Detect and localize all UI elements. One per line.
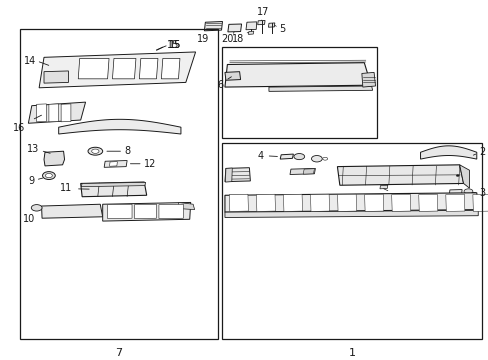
Text: 6: 6 [217,80,224,90]
Polygon shape [41,204,102,218]
Ellipse shape [88,147,102,155]
Polygon shape [445,194,464,211]
Polygon shape [472,194,488,211]
Text: 19: 19 [196,34,209,44]
Polygon shape [257,21,264,25]
Text: 5: 5 [278,24,285,34]
Ellipse shape [322,157,327,160]
Text: 11: 11 [60,183,72,193]
Text: 17: 17 [256,7,269,17]
Ellipse shape [293,153,304,159]
Polygon shape [37,104,46,122]
Polygon shape [112,58,136,79]
Polygon shape [227,24,241,32]
Text: 14: 14 [24,56,37,66]
Polygon shape [310,194,329,211]
Text: 12: 12 [144,159,156,169]
Polygon shape [224,193,477,212]
Text: 15: 15 [168,40,181,50]
Ellipse shape [463,189,472,194]
Text: 16: 16 [13,123,25,133]
Text: 18: 18 [231,35,244,44]
Polygon shape [44,71,68,83]
Polygon shape [420,146,476,159]
Polygon shape [102,202,190,221]
Polygon shape [109,162,117,166]
Polygon shape [224,63,368,87]
Text: 20: 20 [221,34,233,44]
Text: 9: 9 [28,176,34,186]
Text: 4: 4 [257,150,264,161]
Polygon shape [134,204,156,219]
Text: 8: 8 [124,146,131,156]
Polygon shape [159,204,183,219]
Text: 15: 15 [167,40,179,50]
Polygon shape [139,58,158,79]
Text: 2: 2 [478,147,485,157]
Ellipse shape [42,172,55,180]
Polygon shape [104,161,127,167]
Polygon shape [364,194,383,211]
Text: 1: 1 [348,347,355,357]
Polygon shape [59,119,181,134]
Polygon shape [28,102,85,123]
Polygon shape [44,151,64,166]
Polygon shape [39,52,195,88]
Polygon shape [229,194,248,211]
Polygon shape [225,168,232,182]
Polygon shape [78,58,109,79]
Polygon shape [107,204,132,219]
Polygon shape [448,190,461,194]
Text: 3: 3 [478,188,485,198]
Polygon shape [459,165,468,188]
Polygon shape [245,22,256,30]
Text: 10: 10 [23,213,35,224]
Polygon shape [49,104,59,122]
Polygon shape [268,23,274,27]
Polygon shape [178,202,194,210]
Polygon shape [204,22,222,31]
Polygon shape [280,154,293,159]
Polygon shape [391,194,410,211]
Polygon shape [256,194,275,211]
Ellipse shape [311,156,322,162]
Polygon shape [81,182,146,197]
Polygon shape [337,165,463,185]
Polygon shape [303,169,314,174]
Polygon shape [289,168,315,175]
Polygon shape [224,168,250,182]
Ellipse shape [31,204,42,211]
Polygon shape [379,185,387,189]
Polygon shape [337,194,356,211]
Polygon shape [61,104,71,122]
Polygon shape [418,194,437,211]
Polygon shape [161,58,180,79]
Polygon shape [248,31,253,35]
Polygon shape [224,210,477,217]
Polygon shape [268,86,372,91]
Polygon shape [361,72,375,87]
Text: 13: 13 [27,144,39,154]
Ellipse shape [455,175,458,176]
Text: 15: 15 [168,40,181,50]
Polygon shape [283,194,302,211]
Polygon shape [224,72,240,80]
Ellipse shape [45,174,52,178]
Polygon shape [81,183,145,187]
Ellipse shape [92,149,99,153]
Text: 7: 7 [115,347,122,357]
